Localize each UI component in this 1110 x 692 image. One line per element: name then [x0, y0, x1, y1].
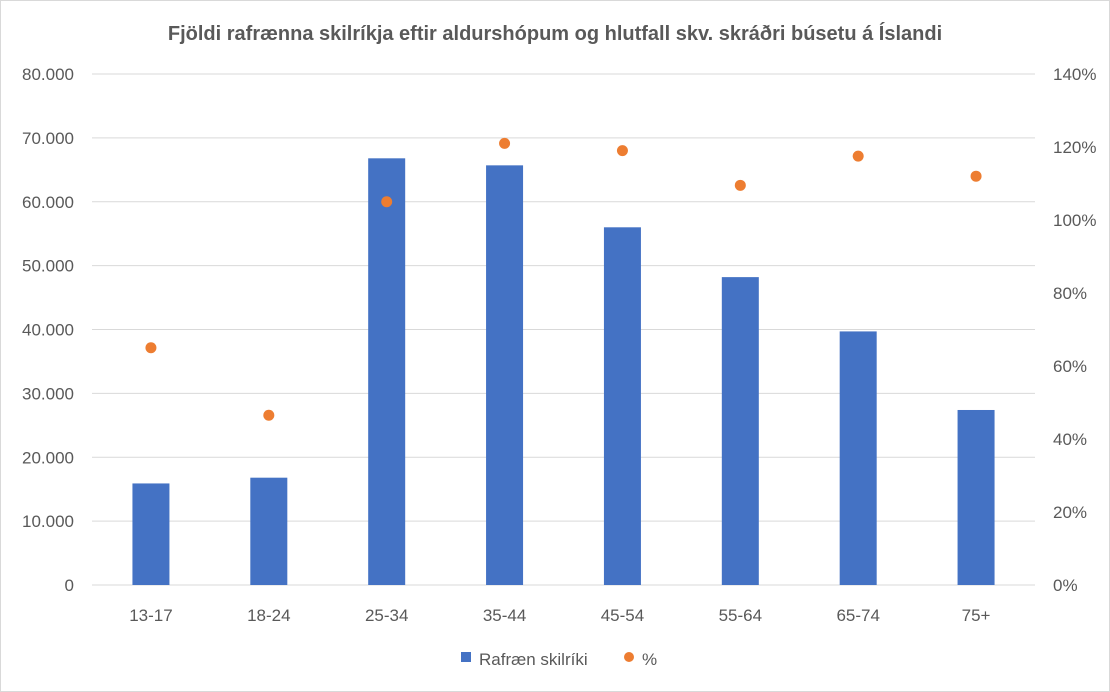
legend-label-bars: Rafræn skilríki — [479, 650, 588, 669]
x-axis-ticks: 13-17 18-24 25-34 35-44 45-54 55-64 65-74 75+ — [129, 606, 990, 625]
bar — [721, 277, 759, 585]
right-tick-label: 20% — [1053, 503, 1087, 522]
left-tick-label: 30.000 — [22, 384, 74, 403]
left-tick-label: 50.000 — [22, 257, 74, 276]
right-tick-label: 120% — [1053, 138, 1096, 157]
percent-point — [145, 342, 157, 354]
percent-point — [734, 179, 746, 191]
x-tick-label: 65-74 — [836, 606, 879, 625]
bar — [250, 477, 288, 585]
bar — [486, 165, 524, 585]
x-tick-label: 55-64 — [719, 606, 762, 625]
legend-label-percent: % — [642, 650, 657, 669]
bar — [132, 483, 170, 585]
percent-point — [970, 170, 982, 182]
percent-point — [852, 150, 864, 162]
left-tick-label: 40.000 — [22, 321, 74, 340]
right-tick-label: 140% — [1053, 65, 1096, 84]
x-tick-label: 35-44 — [483, 606, 526, 625]
chart-title: Fjöldi rafrænna skilríkja eftir aldurshó… — [168, 22, 942, 45]
x-tick-label: 13-17 — [129, 606, 172, 625]
x-tick-label: 18-24 — [247, 606, 290, 625]
right-tick-label: 0% — [1053, 576, 1078, 595]
left-tick-label: 60.000 — [22, 193, 74, 212]
right-tick-label: 100% — [1053, 211, 1096, 230]
percent-point — [381, 196, 393, 208]
bar-series — [132, 158, 995, 586]
legend-swatch-percent — [624, 652, 634, 662]
percent-point — [263, 409, 275, 421]
x-tick-label: 25-34 — [365, 606, 408, 625]
x-tick-label: 45-54 — [601, 606, 644, 625]
legend: Rafræn skilríki % — [461, 650, 657, 669]
left-tick-label: 20.000 — [22, 448, 74, 467]
legend-swatch-bars — [461, 652, 471, 662]
left-axis-ticks: 0 10.000 20.000 30.000 40.000 50.000 60.000 70.… — [22, 65, 74, 595]
right-tick-label: 60% — [1053, 357, 1087, 376]
bar — [839, 331, 877, 585]
left-tick-label: 70.000 — [22, 129, 74, 148]
percent-series — [145, 137, 982, 421]
percent-point — [499, 137, 511, 149]
bar — [957, 409, 995, 585]
gridlines — [92, 73, 1035, 586]
x-tick-label: 75+ — [962, 606, 991, 625]
right-tick-label: 80% — [1053, 284, 1087, 303]
right-axis-ticks: 0% 20% 40% 60% 80% 100% 120% 140% — [1053, 65, 1096, 595]
percent-point — [616, 145, 628, 157]
bar — [368, 158, 406, 585]
left-tick-label: 10.000 — [22, 512, 74, 531]
bar — [603, 227, 641, 586]
left-tick-label: 80.000 — [22, 65, 74, 84]
left-tick-label: 0 — [65, 576, 74, 595]
right-tick-label: 40% — [1053, 430, 1087, 449]
